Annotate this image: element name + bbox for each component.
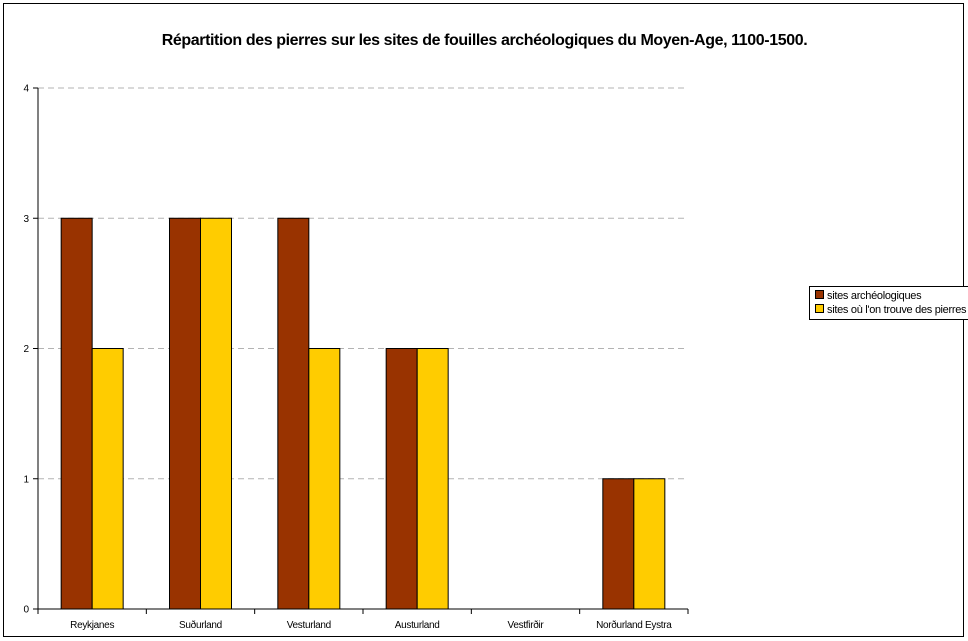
bar-series-1-2 <box>277 217 310 610</box>
x-tick-label: Reykjanes <box>70 620 114 631</box>
bar-chart: 0 1 2 3 4 Reykjanes Suðurland Vesturland Austurl… <box>23 84 689 632</box>
legend-swatch-series-2 <box>815 304 824 313</box>
legend: sites archéologiques sites où l'on trouv… <box>809 286 968 320</box>
legend-item-series-2: sites où l'on trouve des pierres <box>815 304 967 317</box>
bars <box>60 217 666 610</box>
y-tick-label: 3 <box>23 214 29 225</box>
bar-series-2-5 <box>633 478 666 610</box>
y-tick-label: 4 <box>23 84 29 95</box>
bar-series-1-0 <box>60 217 93 610</box>
bar-series-1-5 <box>602 478 635 610</box>
x-tick-label: Austurland <box>395 620 440 631</box>
tick-labels: 0 1 2 3 4 Reykjanes Suðurland Vesturland Austurl… <box>23 84 672 632</box>
bar-series-1-3 <box>385 348 418 610</box>
x-tick-label: Vesturland <box>287 620 331 631</box>
chart-title: Répartition des pierres sur les sites de… <box>161 32 808 49</box>
legend-swatch-series-1 <box>815 290 824 299</box>
y-tick-label: 2 <box>23 344 29 355</box>
bar-series-2-1 <box>200 217 232 610</box>
y-tick-label: 1 <box>23 474 29 485</box>
bar-series-2-3 <box>416 348 449 610</box>
x-tick-label: Vestfirðir <box>508 619 545 631</box>
x-tick-label: Norðurland Eystra <box>596 619 672 631</box>
gridlines <box>38 87 688 480</box>
x-tick-label: Suðurland <box>179 619 222 631</box>
legend-label-series-1: sites archéologiques <box>827 290 922 302</box>
bar-series-1-1 <box>169 217 201 610</box>
bar-series-2-0 <box>91 348 124 610</box>
chart-frame: Répartition des pierres sur les sites de… <box>3 3 968 637</box>
y-tick-label: 0 <box>23 605 29 616</box>
axes <box>33 87 689 614</box>
legend-item-series-1: sites archéologiques <box>815 290 922 303</box>
bar-series-2-2 <box>308 348 341 610</box>
legend-label-series-2: sites où l'on trouve des pierres <box>827 304 967 316</box>
